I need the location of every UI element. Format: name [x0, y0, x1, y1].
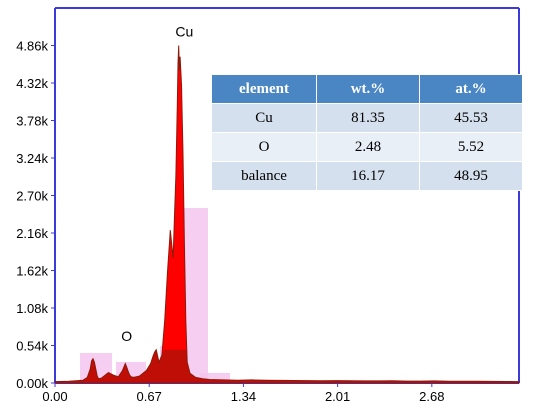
cell-element: balance — [211, 161, 317, 191]
header-element: element — [211, 74, 317, 104]
tick-labels: 0.00k 0.54k 1.08k 1.62k 2.16k 2.70k 3.24k 3.78k… — [16, 39, 444, 405]
table-row: balance 16.17 48.95 — [211, 161, 523, 191]
cell-wt: 81.35 — [316, 103, 420, 133]
y-tick-label: 0.00k — [16, 376, 48, 391]
cell-element: Cu — [211, 103, 317, 133]
annotations: Cu O — [121, 24, 193, 344]
axes — [54, 7, 520, 384]
x-tick-label: 0.67 — [137, 389, 162, 404]
table-row: Cu 81.35 45.53 — [211, 103, 523, 133]
y-tick-label: 1.62k — [16, 264, 48, 279]
cell-wt: 16.17 — [316, 161, 420, 191]
cell-at: 48.95 — [419, 161, 523, 191]
table-row: O 2.48 5.52 — [211, 132, 523, 162]
composition-table: element wt.% at.% Cu 81.35 45.53 O 2.48 … — [211, 74, 523, 191]
header-at: at.% — [419, 74, 523, 104]
cell-element: O — [211, 132, 317, 162]
y-tick-label: 0.54k — [16, 339, 48, 354]
cell-wt: 2.48 — [316, 132, 420, 162]
header-wt: wt.% — [316, 74, 420, 104]
peak-label-o: O — [121, 328, 132, 344]
x-tick-label: 2.01 — [325, 389, 350, 404]
series-layer — [54, 45, 520, 384]
table-header-row: element wt.% at.% — [211, 74, 523, 104]
y-tick-label: 4.86k — [16, 39, 48, 54]
y-tick-label: 2.70k — [16, 189, 48, 204]
y-tick-label: 3.78k — [16, 114, 48, 129]
spectrum-series-shade — [55, 349, 519, 383]
y-tick-label: 2.16k — [16, 226, 48, 241]
roi-band — [200, 373, 230, 383]
y-tick-label: 1.08k — [16, 301, 48, 316]
x-tick-label: 0.00 — [42, 389, 67, 404]
cell-at: 45.53 — [419, 103, 523, 133]
y-tick-label: 4.32k — [16, 76, 48, 91]
y-tick-label: 3.24k — [16, 151, 48, 166]
peak-label-cu: Cu — [175, 24, 193, 40]
cell-at: 5.52 — [419, 132, 523, 162]
x-tick-label: 1.34 — [231, 389, 256, 404]
x-tick-label: 2.68 — [419, 389, 444, 404]
